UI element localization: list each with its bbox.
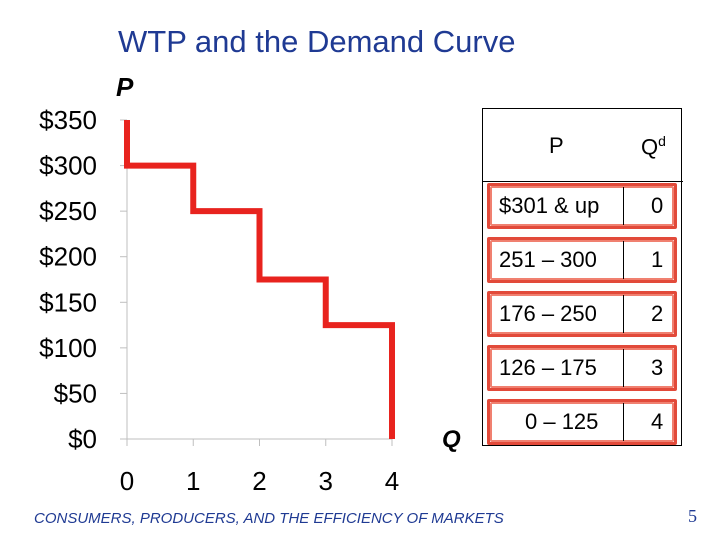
row-highlight-inner-frame bbox=[490, 294, 674, 334]
y-tick-label: $0 bbox=[68, 424, 97, 454]
row-highlight-frame bbox=[487, 399, 677, 445]
y-tick-label: $350 bbox=[39, 105, 97, 135]
x-tick-label: 1 bbox=[186, 466, 200, 496]
column-divider bbox=[623, 187, 624, 225]
table-header-quantity-label: Q bbox=[641, 134, 659, 160]
table-header-price: P bbox=[549, 133, 564, 158]
row-highlight-frame bbox=[487, 291, 677, 337]
x-axis-label: Q bbox=[442, 426, 461, 453]
table-cell-price: 126 – 175 bbox=[499, 355, 597, 380]
row-highlight-inner-frame bbox=[490, 348, 674, 388]
page-number: 5 bbox=[688, 506, 697, 526]
x-tick-label: 0 bbox=[120, 466, 134, 496]
demand-curve-line bbox=[124, 120, 395, 439]
table-row: 0 – 125 4 bbox=[487, 399, 677, 445]
row-highlight-frame bbox=[487, 237, 677, 283]
y-tick-label: $100 bbox=[39, 333, 97, 363]
row-highlight-frame bbox=[487, 345, 677, 391]
table-cell-price: 251 – 300 bbox=[499, 247, 597, 272]
table-cell-quantity: 2 bbox=[651, 301, 664, 326]
table-cell-price: $301 & up bbox=[499, 193, 600, 218]
table-row: 176 – 250 2 bbox=[487, 291, 677, 337]
x-tick-label: 3 bbox=[319, 466, 333, 496]
y-tick-label: $50 bbox=[54, 378, 97, 408]
x-tick-label: 2 bbox=[252, 466, 266, 496]
table-cell-quantity: 0 bbox=[651, 193, 664, 218]
y-axis-label: P bbox=[116, 72, 134, 102]
y-tick-label: $150 bbox=[39, 287, 97, 317]
table-cell-quantity: 3 bbox=[651, 355, 664, 380]
slide-title: WTP and the Demand Curve bbox=[118, 24, 516, 59]
row-highlight-frame bbox=[487, 183, 677, 229]
table-row: 251 – 300 1 bbox=[487, 237, 677, 283]
table-row: $301 & up 0 bbox=[487, 183, 677, 229]
y-tick-label: $200 bbox=[39, 242, 97, 272]
table-header-quantity: Qd bbox=[641, 133, 666, 160]
row-highlight-inner-frame bbox=[490, 240, 674, 280]
column-divider bbox=[623, 403, 624, 441]
column-divider bbox=[623, 349, 624, 387]
table-cell-price: 0 – 125 bbox=[525, 409, 599, 434]
slide-footer: CONSUMERS, PRODUCERS, AND THE EFFICIENCY… bbox=[34, 510, 504, 527]
table-cell-price: 176 – 250 bbox=[499, 301, 597, 326]
table-header-quantity-superscript: d bbox=[658, 133, 666, 149]
table-header-divider bbox=[483, 181, 683, 182]
wtp-table: P Qd $301 & up 0 251 – 300 1 176 – 250 2… bbox=[482, 108, 683, 446]
row-highlight-inner-frame bbox=[490, 402, 674, 442]
table-cell-quantity: 4 bbox=[651, 409, 664, 434]
table-row: 126 – 175 3 bbox=[487, 345, 677, 391]
x-tick-label: 4 bbox=[385, 466, 399, 496]
table-cell-quantity: 1 bbox=[651, 247, 664, 272]
column-divider bbox=[623, 241, 624, 279]
column-divider bbox=[623, 295, 624, 333]
y-tick-label: $300 bbox=[39, 151, 97, 181]
y-tick-label: $250 bbox=[39, 196, 97, 226]
row-highlight-inner-frame bbox=[490, 186, 674, 226]
